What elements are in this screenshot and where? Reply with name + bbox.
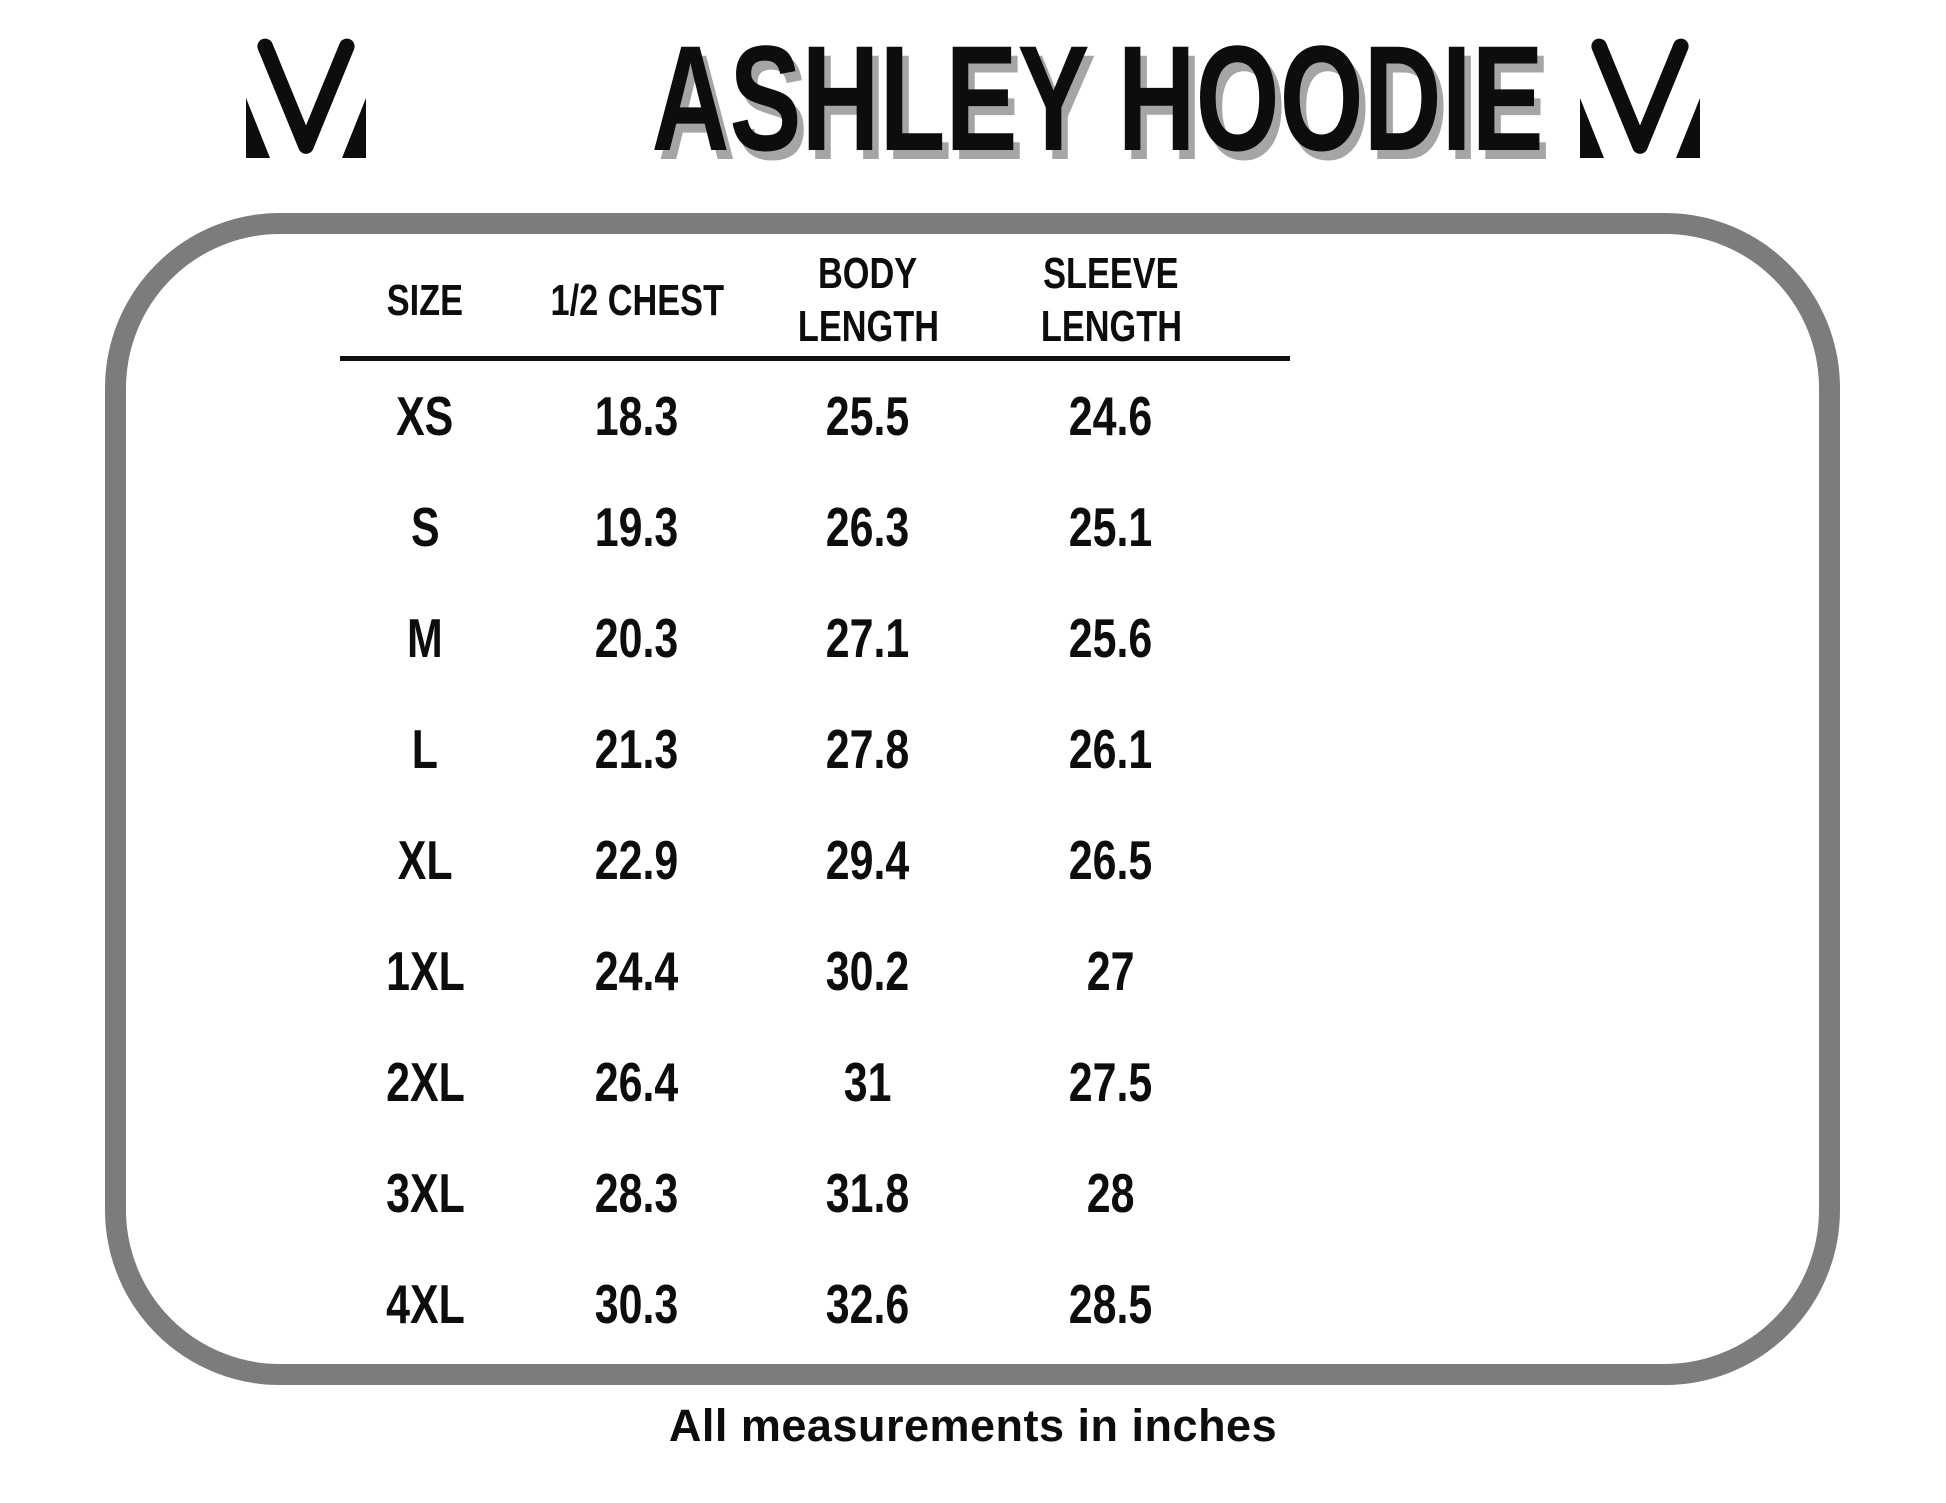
table-row: 1XL 24.4 30.2 27	[300, 915, 1210, 1026]
sleeve-length-cell: 25.1	[1069, 495, 1153, 558]
half-chest-cell: 19.3	[595, 495, 679, 558]
half-chest-cell: 24.4	[595, 939, 679, 1002]
brand-logo-icon	[242, 38, 370, 158]
half-chest-cell: 22.9	[595, 828, 679, 891]
half-chest-cell: 30.3	[595, 1272, 679, 1335]
table-row: XS 18.3 25.5 24.6	[300, 360, 1210, 471]
sleeve-length-cell: 24.6	[1069, 384, 1153, 447]
size-cell: 3XL	[385, 1161, 465, 1224]
body-length-cell: 27.1	[826, 606, 910, 669]
body-length-cell: 29.4	[826, 828, 910, 891]
sleeve-length-cell: 28.5	[1069, 1272, 1153, 1335]
sleeve-length-cell: 27.5	[1069, 1050, 1153, 1113]
body-length-cell: 30.2	[826, 939, 910, 1002]
header-divider	[340, 356, 1290, 361]
size-cell: XS	[396, 384, 454, 447]
body-length-cell: 27.8	[826, 717, 910, 780]
table-header-row: SIZE 1/2 CHEST BODY LENGTH SLEEVE LENGTH	[300, 240, 1210, 360]
column-header-body-length: BODY LENGTH	[797, 249, 939, 351]
size-cell: L	[411, 717, 439, 780]
sleeve-length-cell: 26.1	[1069, 717, 1153, 780]
page-title: ASHLEY HOODIE	[478, 23, 1543, 173]
measurements-note: All measurements in inches	[668, 1400, 1278, 1451]
sleeve-length-cell: 26.5	[1069, 828, 1153, 891]
size-cell: S	[410, 495, 440, 558]
half-chest-cell: 26.4	[595, 1050, 679, 1113]
half-chest-cell: 21.3	[595, 717, 679, 780]
table-row: L 21.3 27.8 26.1	[300, 693, 1210, 804]
column-header-size: SIZE	[386, 275, 464, 325]
page-title-text: ASHLEY HOODIE	[651, 13, 1544, 182]
size-cell: M	[407, 606, 443, 669]
table-row: S 19.3 26.3 25.1	[300, 471, 1210, 582]
body-length-cell: 26.3	[826, 495, 910, 558]
sleeve-length-cell: 27	[1087, 939, 1135, 1002]
sleeve-length-cell: 25.6	[1069, 606, 1153, 669]
half-chest-cell: 28.3	[595, 1161, 679, 1224]
size-table: XS 18.3 25.5 24.6 S 19.3 26.3 25.1 M 20.…	[300, 360, 1210, 1359]
half-chest-cell: 20.3	[595, 606, 679, 669]
body-length-cell: 31	[844, 1050, 892, 1113]
body-length-cell: 31.8	[826, 1161, 910, 1224]
column-header-sleeve-length: SLEEVE LENGTH	[1040, 249, 1182, 351]
table-row: 3XL 28.3 31.8 28	[300, 1137, 1210, 1248]
size-cell: 2XL	[385, 1050, 465, 1113]
table-row: 2XL 26.4 31 27.5	[300, 1026, 1210, 1137]
table-row: M 20.3 27.1 25.6	[300, 582, 1210, 693]
body-length-cell: 32.6	[826, 1272, 910, 1335]
size-cell: XL	[397, 828, 453, 891]
masthead: ASHLEY HOODIE	[0, 23, 1946, 173]
body-length-cell: 25.5	[826, 384, 910, 447]
size-cell: 4XL	[385, 1272, 465, 1335]
brand-logo-icon	[1576, 38, 1704, 158]
size-cell: 1XL	[385, 939, 465, 1002]
column-header-half-chest: 1/2 CHEST	[550, 275, 724, 325]
half-chest-cell: 18.3	[595, 384, 679, 447]
size-chart-panel	[105, 213, 1840, 1385]
table-row: XL 22.9 29.4 26.5	[300, 804, 1210, 915]
sleeve-length-cell: 28	[1087, 1161, 1135, 1224]
table-row: 4XL 30.3 32.6 28.5	[300, 1248, 1210, 1359]
